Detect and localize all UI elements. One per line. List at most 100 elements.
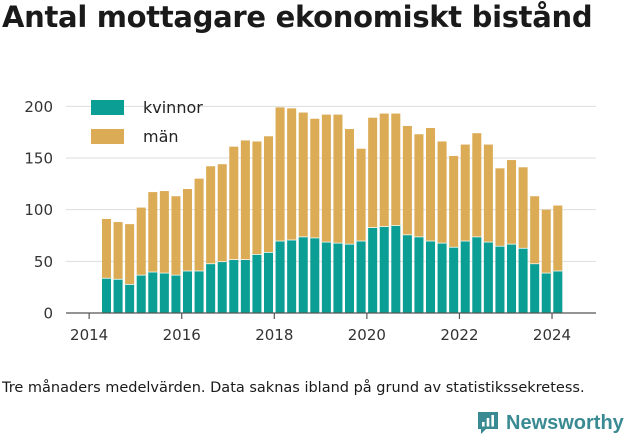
bar-kvinnor (379, 226, 389, 313)
newsworthy-logo-icon (478, 412, 498, 434)
bar-man (460, 144, 470, 241)
bar-man (148, 192, 158, 272)
bar-kvinnor (449, 246, 459, 313)
bar-man (541, 209, 551, 273)
y-tick-label: 50 (34, 253, 53, 271)
bar-man (518, 167, 528, 248)
bar-kvinnor (518, 247, 528, 313)
bar-kvinnor (414, 236, 424, 313)
bar-kvinnor (530, 263, 540, 313)
bar-man (402, 125, 412, 235)
bar-kvinnor (136, 274, 146, 313)
bar-man (229, 146, 239, 260)
bar-kvinnor (194, 270, 204, 313)
bar-man (368, 117, 378, 228)
bar-man (113, 222, 123, 279)
bar-kvinnor (483, 241, 493, 313)
bar-man (379, 113, 389, 227)
bar-kvinnor (472, 236, 482, 313)
bar-kvinnor (287, 239, 297, 313)
bar-man (263, 136, 274, 253)
bar-man (507, 160, 517, 244)
bar-kvinnor (321, 241, 331, 313)
legend-swatch-man (91, 129, 124, 144)
bar-kvinnor (206, 263, 216, 313)
bar-kvinnor (541, 272, 551, 313)
bar-man (321, 114, 331, 242)
bar-kvinnor (426, 240, 436, 313)
bar-man (449, 155, 459, 247)
axes: 0 50 100 150 200 2014 2016 2018 2020 2022 2024 (24, 98, 596, 344)
bar-man (194, 178, 204, 271)
bar-man (101, 218, 112, 278)
bar-kvinnor (507, 243, 517, 313)
bar-kvinnor (553, 270, 563, 313)
legend-swatch-kvinnor (91, 100, 124, 115)
bar-kvinnor (495, 245, 505, 313)
bar-kvinnor (333, 242, 343, 313)
bar-man (472, 133, 482, 237)
brand-logo: Newsworthy (476, 408, 624, 438)
bar-kvinnor (263, 252, 274, 313)
bar-man (217, 164, 227, 262)
bar-kvinnor (125, 284, 135, 313)
bar-kvinnor (217, 261, 227, 313)
bar-kvinnor (345, 243, 355, 313)
y-tick-label: 0 (43, 305, 53, 323)
legend-label-kvinnor: kvinnor (143, 98, 203, 117)
bar-man (483, 144, 493, 242)
bar-man (252, 141, 262, 255)
y-tick-label: 150 (24, 150, 53, 168)
x-tick-label: 2018 (255, 326, 293, 344)
bar-man (159, 191, 169, 273)
bar-man (553, 205, 563, 271)
bar-man (345, 129, 355, 244)
stacked-bar-chart: 0 50 100 150 200 2014 2016 2018 2020 2022 2024 kvi… (24, 98, 596, 344)
legend-label-man: män (143, 127, 179, 146)
x-tick-label: 2022 (440, 326, 478, 344)
bar-kvinnor (356, 240, 366, 313)
x-tick-label: 2014 (70, 326, 108, 344)
bar-man (530, 196, 540, 264)
bar-man (275, 107, 285, 241)
bar-man (356, 148, 366, 241)
bar-kvinnor (159, 272, 169, 313)
chart-title: Antal mottagare ekonomiskt bistånd (2, 0, 593, 34)
bar-man (310, 118, 320, 238)
bar-man (206, 166, 216, 264)
bar-kvinnor (171, 274, 181, 313)
bar-man (495, 168, 505, 246)
legend: kvinnor män (91, 98, 203, 146)
bar-man (426, 128, 436, 241)
chart-caption: Tre månaders medelvärden. Data saknas ib… (2, 380, 585, 396)
bar-kvinnor (368, 227, 378, 313)
bar-man (125, 224, 135, 285)
x-tick-label: 2016 (163, 326, 201, 344)
bar-kvinnor (310, 237, 320, 313)
bar-kvinnor (460, 240, 470, 313)
bars (101, 107, 563, 313)
brand-name: Newsworthy (506, 411, 624, 434)
bar-kvinnor (391, 225, 401, 313)
bar-kvinnor (252, 254, 262, 313)
bar-kvinnor (275, 240, 285, 313)
bar-man (391, 113, 401, 226)
bar-man (414, 134, 424, 237)
bar-man (287, 108, 297, 240)
bar-man (240, 140, 250, 260)
bar-kvinnor (101, 277, 112, 313)
bar-kvinnor (113, 278, 123, 313)
bar-kvinnor (182, 270, 193, 313)
bar-man (333, 114, 343, 243)
bar-kvinnor (240, 259, 250, 313)
bar-kvinnor (148, 271, 158, 313)
x-tick-label: 2024 (533, 326, 571, 344)
y-tick-label: 100 (24, 201, 53, 219)
bar-kvinnor (298, 236, 308, 313)
bar-man (182, 189, 193, 271)
bar-kvinnor (229, 259, 239, 313)
bar-man (171, 196, 181, 275)
bar-kvinnor (402, 234, 412, 313)
bar-kvinnor (437, 242, 447, 313)
bar-man (437, 141, 447, 243)
